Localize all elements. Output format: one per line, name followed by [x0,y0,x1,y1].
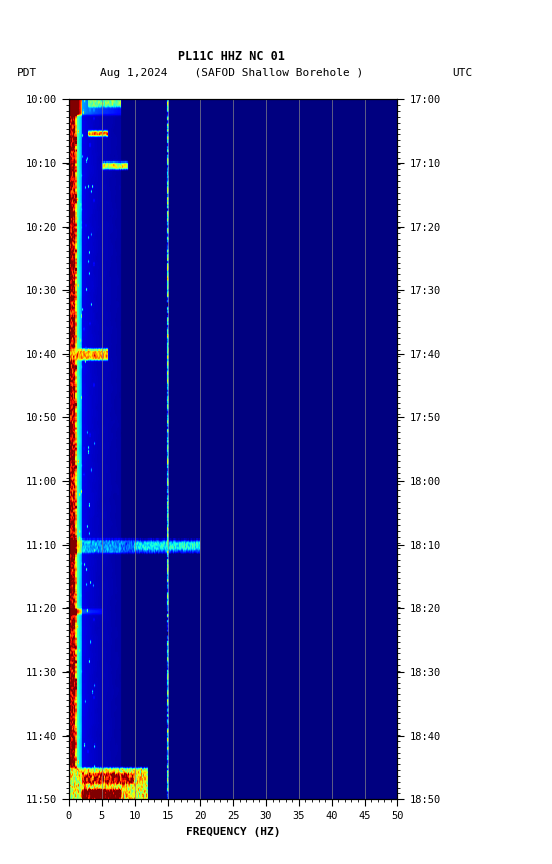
Text: Aug 1,2024    (SAFOD Shallow Borehole ): Aug 1,2024 (SAFOD Shallow Borehole ) [100,68,363,79]
X-axis label: FREQUENCY (HZ): FREQUENCY (HZ) [186,827,280,836]
Text: UTC: UTC [453,68,473,79]
Text: PL11C HHZ NC 01: PL11C HHZ NC 01 [178,49,285,63]
Text: PDT: PDT [17,68,37,79]
